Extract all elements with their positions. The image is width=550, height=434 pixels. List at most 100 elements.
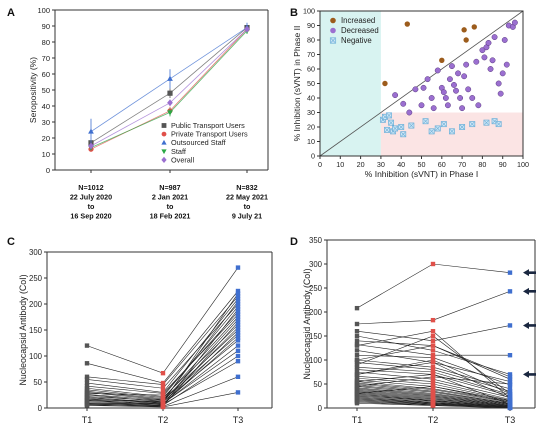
data-point-b [418,102,425,109]
data-point-chart-d [354,360,360,365]
data-point-a [167,75,173,81]
data-point-chart-c [84,377,90,382]
y-tick-label-chart-c: 0 [38,404,43,413]
data-point-chart-d [430,360,436,365]
x-category-label-a: N=832 [236,183,257,192]
x-category-label-a: 2 Jan 2021 [152,193,188,202]
data-point-chart-d [354,305,360,311]
legend-marker-a [161,139,167,145]
y-tick-label-a: 20 [42,134,50,143]
data-point-b [455,70,461,77]
y-tick-label-b: 80 [307,36,315,45]
data-point-chart-d [354,343,360,348]
negative-marker-cross-b [392,126,398,131]
y-tick-label-a: 80 [42,38,50,47]
y-tick-label-a: 100 [37,6,50,15]
x-category-label-a: N=987 [159,183,180,192]
data-point-b [457,95,464,101]
data-point-chart-c [235,291,241,296]
shaded-region-b [320,11,381,156]
y-axis-label-b: % Inhibition (sVNT) in Phase II [292,26,302,142]
data-point-b [420,84,427,91]
data-point-chart-c [235,374,241,379]
data-point-chart-d [507,389,513,394]
data-point-chart-d [430,357,436,363]
subject-line-chart-c [86,267,239,374]
data-point-b [434,67,441,74]
y-tick-label-b: 70 [307,50,315,59]
data-point-chart-c [235,390,241,395]
data-point-chart-c [84,374,90,379]
legend-marker-a [161,131,167,137]
data-point-b [404,21,410,27]
data-point-b [461,27,467,33]
data-point-b [453,87,459,94]
data-point-chart-d [430,372,436,377]
data-point-a [167,110,173,116]
negative-marker-cross-b [449,129,455,134]
legend-label-a: Staff [171,147,187,156]
data-point-chart-c [235,353,241,359]
data-point-b [461,73,468,80]
x-category-label-a: 18 Feb 2021 [150,212,191,221]
data-point-chart-d [430,353,436,358]
y-tick-label-chart-d: 350 [309,236,323,245]
data-point-chart-d [507,386,513,391]
y-tick-label-chart-c: 300 [29,248,43,257]
legend-label-b: Decreased [341,26,379,35]
x-tick-label-b: 0 [318,160,322,169]
chart-c: 0 50 100 150 200 250 300 T1 T2 T3 Nucleocapsid Ant… [18,248,273,425]
x-tick-label-b: 90 [499,160,507,169]
data-point-chart-d [354,333,360,339]
data-point-chart-c [235,333,241,338]
negative-marker-cross-b [409,123,414,128]
x-tick-label-chart-c: T2 [158,415,169,425]
data-point-chart-d [430,317,436,323]
data-point-b [408,122,415,129]
data-point-b [442,95,449,101]
negative-marker-cross-b [470,121,475,127]
data-point-b [483,119,490,126]
x-category-label-a: 16 Sep 2020 [70,212,111,221]
y-tick-label-chart-c: 150 [29,326,43,335]
data-point-b [449,128,455,135]
negative-marker-cross-b [435,126,440,131]
data-point-a [167,99,173,107]
data-point-b [495,80,502,87]
data-point-chart-d [354,329,360,334]
data-point-chart-c [235,320,241,325]
data-point-b [384,126,390,133]
arrow-marker-chart-d [523,287,536,295]
data-point-chart-d [354,379,360,384]
y-tick-label-chart-c: 50 [33,378,42,387]
data-point-chart-d [430,261,436,267]
data-point-chart-c [235,330,241,335]
arrow-marker-chart-d [523,269,536,277]
data-point-b [451,82,457,88]
data-point-b [422,118,429,125]
data-point-b [400,131,407,138]
data-point-chart-c [235,335,241,340]
x-category-label-a: 22 July 2020 [70,193,112,202]
negative-marker-cross-b [423,118,428,124]
x-category-label-a: 9 July 21 [232,212,262,221]
data-point-chart-c [235,307,241,312]
data-point-chart-c [160,386,166,391]
x-tick-label-b: 60 [438,160,446,169]
data-point-b [386,112,392,119]
data-point-b [440,89,447,96]
legend-label-a: Private Transport Users [171,130,248,139]
data-point-b [446,76,453,83]
data-point-b [406,109,413,116]
arrow-marker-chart-d [523,370,536,378]
panel-label-a: A [7,7,15,19]
data-point-chart-c [235,304,241,309]
x-tick-label-chart-d: T2 [428,415,439,425]
x-tick-label-b: 10 [336,160,344,169]
x-category-label-a: 22 May 2021 [226,193,268,202]
chart-b: 0 10 20 30 40 50 60 70 80 90 100 0 10 20 30 40 50 60 70 80 9… [292,7,529,180]
arrow-marker-chart-d [523,321,536,329]
data-point-chart-c [235,299,241,304]
data-point-b [440,121,447,128]
